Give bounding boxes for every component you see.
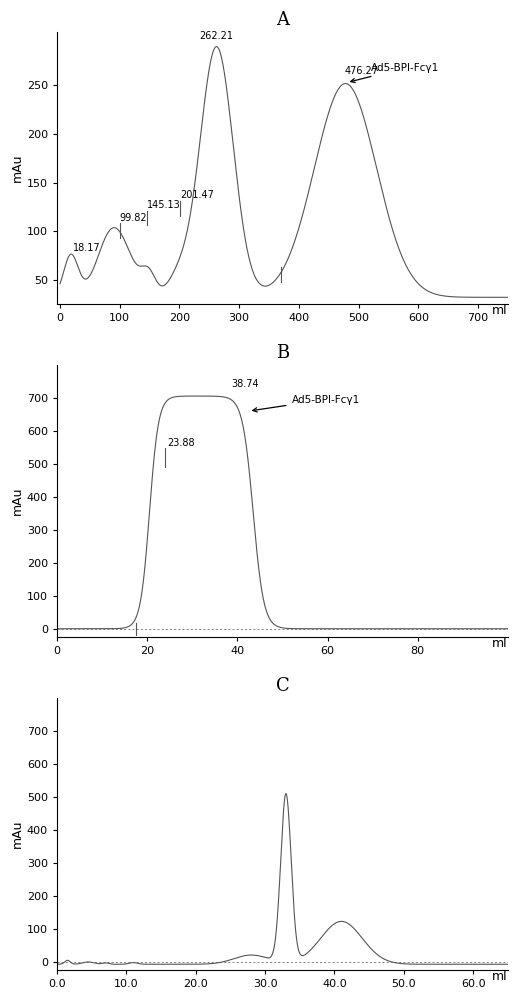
Y-axis label: mAu: mAu	[11, 820, 24, 848]
Text: 476.27: 476.27	[344, 66, 378, 76]
Text: 18.17: 18.17	[73, 243, 101, 253]
Text: ml: ml	[492, 304, 508, 317]
Text: 38.74: 38.74	[231, 379, 260, 389]
Title: A: A	[276, 11, 289, 29]
Text: ml: ml	[492, 970, 508, 983]
Y-axis label: mAu: mAu	[11, 487, 24, 515]
Y-axis label: mAu: mAu	[11, 154, 24, 182]
Text: Ad5-BPI-Fcγ1: Ad5-BPI-Fcγ1	[253, 395, 360, 412]
Text: 99.82: 99.82	[120, 213, 147, 223]
Title: C: C	[276, 677, 289, 695]
Text: 145.13: 145.13	[147, 200, 181, 210]
Text: 201.47: 201.47	[181, 190, 214, 200]
Text: Ad5-BPI-Fcγ1: Ad5-BPI-Fcγ1	[351, 63, 439, 83]
Title: B: B	[276, 344, 289, 362]
Text: 23.88: 23.88	[167, 438, 195, 448]
Text: 262.21: 262.21	[200, 31, 234, 41]
Text: ml: ml	[492, 637, 508, 650]
